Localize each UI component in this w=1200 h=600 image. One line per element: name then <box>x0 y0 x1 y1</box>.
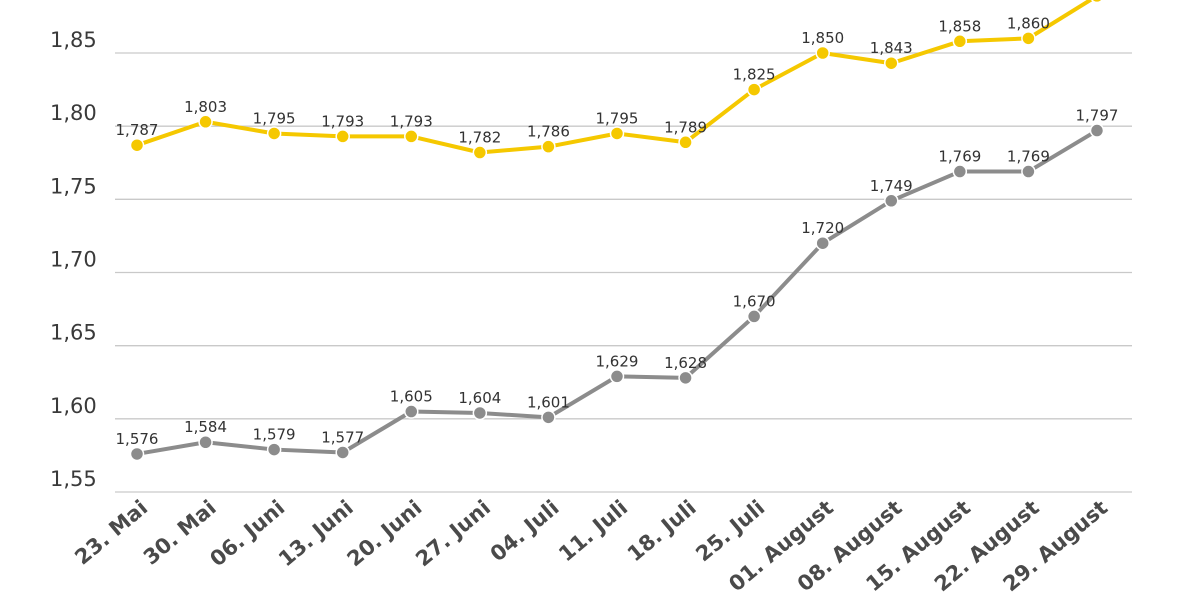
data-label-yellow: 1,860 <box>1007 14 1050 32</box>
data-point-grey <box>746 309 762 324</box>
x-tick-label: 04. Juli <box>486 495 564 566</box>
data-label-yellow: 1,782 <box>458 129 501 147</box>
data-point-yellow <box>404 129 419 144</box>
data-label-grey: 1,769 <box>1007 148 1050 166</box>
data-point-grey <box>404 404 419 419</box>
data-label-grey: 1,604 <box>458 389 501 407</box>
x-tick-label: 11. Juli <box>554 495 632 566</box>
data-point-yellow <box>1090 0 1103 4</box>
data-point-yellow <box>198 114 213 130</box>
data-label-yellow: 1,786 <box>527 123 570 141</box>
x-tick-label: 13. Juni <box>274 495 358 571</box>
data-label-grey: 1,584 <box>184 418 227 436</box>
y-tick-label: 1,85 <box>50 28 97 52</box>
data-label-yellow: 1,850 <box>801 29 844 47</box>
data-point-grey <box>541 410 556 425</box>
data-label-yellow: 1,803 <box>184 98 227 116</box>
y-tick-label: 1,60 <box>50 394 97 418</box>
data-point-grey <box>1089 123 1105 138</box>
x-tick-label: 27. Juni <box>411 495 495 571</box>
data-label-yellow: 1,843 <box>870 39 913 57</box>
data-point-yellow <box>609 126 625 141</box>
data-label-layer: 1,787 1,803 1,795 1,793 1,793 1,782 1,786 1,795… <box>116 14 1119 448</box>
data-label-grey: 1,720 <box>801 219 844 237</box>
x-tick-label: 18. Juli <box>623 495 701 566</box>
data-point-grey <box>884 193 899 209</box>
data-label-grey: 1,605 <box>390 388 433 406</box>
data-point-grey <box>266 442 282 457</box>
data-label-yellow: 1,793 <box>321 112 364 130</box>
grid-layer <box>115 52 1132 493</box>
data-label-grey: 1,577 <box>321 428 364 446</box>
data-point-yellow <box>472 145 488 160</box>
series-layer <box>129 0 1105 462</box>
data-label-yellow: 1,858 <box>938 17 981 35</box>
data-point-yellow <box>678 135 693 150</box>
y-tick-label: 1,80 <box>50 101 97 125</box>
data-label-grey: 1,769 <box>938 148 981 166</box>
data-point-grey <box>335 445 350 460</box>
data-label-grey: 1,628 <box>664 354 707 372</box>
data-label-grey: 1,576 <box>116 430 159 448</box>
data-label-grey: 1,797 <box>1076 107 1119 125</box>
data-point-grey <box>198 434 213 450</box>
data-label-grey: 1,601 <box>527 393 570 411</box>
data-point-grey <box>678 370 693 386</box>
data-label-yellow: 1,825 <box>733 66 776 84</box>
y-axis-ticks: 1,55 1,60 1,65 1,70 1,75 1,80 1,85 <box>50 28 97 491</box>
y-tick-label: 1,55 <box>50 467 97 491</box>
data-point-yellow <box>746 82 762 97</box>
data-label-grey: 1,629 <box>596 352 639 370</box>
y-tick-label: 1,65 <box>50 321 97 345</box>
data-point-yellow <box>541 139 556 154</box>
data-point-yellow <box>266 126 282 141</box>
data-point-yellow <box>815 45 830 61</box>
data-point-yellow <box>1021 31 1036 46</box>
x-tick-label: 20. Juni <box>343 495 427 571</box>
y-tick-label: 1,75 <box>50 174 97 198</box>
data-label-yellow: 1,787 <box>116 121 159 139</box>
data-point-yellow <box>129 137 145 153</box>
data-point-yellow <box>335 129 350 144</box>
y-tick-label: 1,70 <box>50 248 97 272</box>
series-line-grey <box>135 128 1099 456</box>
data-label-yellow: 1,795 <box>596 109 639 127</box>
data-point-yellow <box>952 34 968 49</box>
data-point-grey <box>472 405 488 421</box>
data-label-grey: 1,579 <box>253 426 296 444</box>
data-label-yellow: 1,793 <box>390 112 433 130</box>
data-label-yellow: 1,789 <box>664 118 707 136</box>
x-tick-label: 30. Mai <box>139 495 221 569</box>
data-point-grey <box>129 446 145 462</box>
data-label-grey: 1,670 <box>733 292 776 310</box>
data-label-grey: 1,749 <box>870 177 913 195</box>
data-point-grey <box>609 369 625 384</box>
data-label-yellow: 1,795 <box>253 109 296 127</box>
data-point-grey <box>1021 164 1036 179</box>
data-point-grey <box>815 235 830 251</box>
x-tick-label: 06. Juni <box>205 495 289 571</box>
x-tick-label: 23. Mai <box>70 495 152 569</box>
data-point-yellow <box>884 55 899 71</box>
data-point-grey <box>952 164 968 179</box>
